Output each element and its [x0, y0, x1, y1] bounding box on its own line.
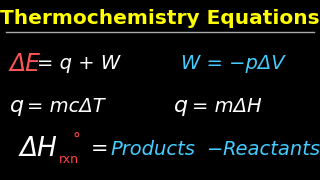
Text: = q + W: = q + W [37, 54, 120, 73]
Text: = mΔH: = mΔH [192, 97, 262, 116]
Text: Products: Products [110, 140, 195, 159]
Text: ΔH: ΔH [19, 136, 57, 162]
Text: −: − [207, 140, 224, 159]
Text: q: q [10, 96, 24, 116]
Text: W = −pΔV: W = −pΔV [181, 54, 284, 73]
Text: rxn: rxn [59, 153, 79, 166]
Text: Reactants: Reactants [222, 140, 320, 159]
Text: =: = [91, 139, 109, 159]
Text: ΔE: ΔE [10, 52, 41, 76]
Text: °: ° [72, 132, 80, 147]
Text: q: q [174, 96, 188, 116]
Text: = mcΔT: = mcΔT [27, 97, 105, 116]
Text: Thermochemistry Equations: Thermochemistry Equations [0, 8, 320, 28]
